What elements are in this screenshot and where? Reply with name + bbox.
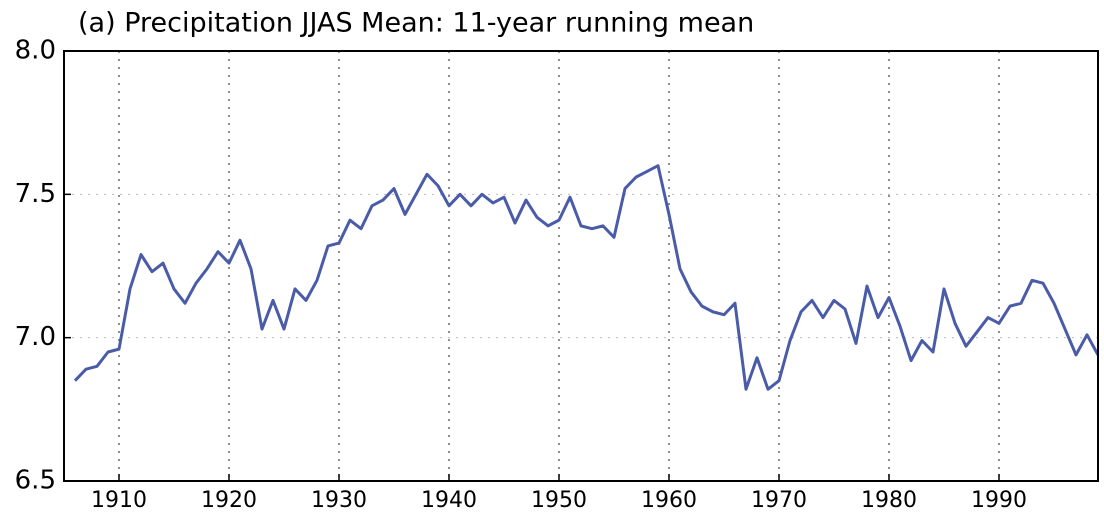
x-tick-label: 1990 (971, 488, 1027, 513)
y-tick-label: 7.0 (15, 322, 56, 352)
y-tick-label: 7.5 (15, 179, 56, 209)
x-tick-label: 1970 (751, 488, 807, 513)
y-tick-label: 8.0 (15, 36, 56, 66)
chart-title: (a) Precipitation JJAS Mean: 11-year run… (78, 8, 754, 39)
x-tick-label: 1910 (91, 488, 147, 513)
x-tick-label: 1980 (861, 488, 917, 513)
x-tick-label: 1940 (421, 488, 477, 513)
x-tick-label: 1930 (311, 488, 367, 513)
x-tick-label: 1920 (201, 488, 257, 513)
x-tick-label: 1960 (641, 488, 697, 513)
x-tick-label: 1950 (531, 488, 587, 513)
data-line (73, 164, 1098, 391)
plot-frame (63, 50, 1099, 482)
y-tick-label: 6.5 (15, 466, 56, 496)
